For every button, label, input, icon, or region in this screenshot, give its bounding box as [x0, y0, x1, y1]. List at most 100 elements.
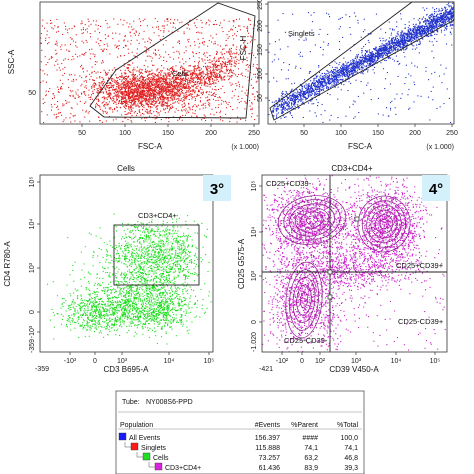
event-dot: [149, 78, 151, 80]
event-dot: [188, 84, 190, 86]
event-dot: [108, 95, 110, 97]
event-dot: [390, 48, 392, 50]
event-dot: [228, 50, 230, 52]
event-dot: [204, 83, 206, 85]
event-dot: [124, 87, 126, 89]
event-dot: [198, 94, 200, 96]
event-dot: [167, 83, 169, 85]
event-dot: [295, 98, 297, 100]
event-dot: [339, 79, 341, 81]
event-dot: [108, 69, 110, 71]
event-dot: [151, 90, 153, 92]
event-dot: [138, 99, 140, 101]
event-dot: [67, 32, 69, 34]
event-dot: [161, 65, 163, 67]
event-dot: [94, 56, 96, 58]
event-dot: [129, 109, 131, 111]
event-dot: [93, 82, 95, 84]
event-dot: [150, 82, 152, 84]
event-dot: [334, 61, 336, 63]
event-dot: [178, 40, 180, 42]
event-dot: [137, 103, 139, 105]
event-dot: [346, 70, 348, 72]
event-dot: [183, 72, 185, 74]
event-dot: [320, 83, 322, 85]
event-dot: [179, 79, 181, 81]
event-dot: [91, 86, 93, 88]
event-dot: [131, 85, 133, 87]
event-dot: [145, 68, 147, 70]
event-dot: [205, 65, 207, 67]
event-dot: [332, 81, 334, 83]
event-dot: [135, 96, 137, 98]
event-dot: [238, 86, 240, 88]
event-dot: [195, 98, 197, 100]
event-dot: [192, 85, 194, 87]
event-dot: [282, 90, 284, 92]
event-dot: [104, 71, 106, 73]
event-dot: [108, 85, 110, 87]
event-dot: [400, 40, 402, 42]
event-dot: [62, 74, 64, 76]
event-dot: [224, 53, 226, 55]
event-dot: [383, 50, 385, 52]
event-dot: [102, 61, 104, 63]
event-dot: [165, 90, 167, 92]
event-dot: [136, 84, 138, 86]
event-dot: [128, 52, 130, 54]
event-dot: [178, 57, 180, 59]
event-dot: [426, 27, 428, 29]
event-dot: [191, 81, 193, 83]
event-dot: [445, 21, 447, 23]
event-dot: [361, 64, 363, 66]
event-dot: [183, 63, 185, 65]
event-dot: [183, 67, 185, 69]
event-dot: [380, 45, 382, 47]
event-dot: [158, 91, 160, 93]
event-dot: [141, 102, 143, 104]
event-dot: [108, 87, 110, 89]
event-dot: [42, 80, 44, 82]
event-dot: [50, 19, 52, 21]
event-dot: [136, 52, 138, 54]
event-dot: [142, 95, 144, 97]
event-dot: [339, 76, 341, 78]
event-dot: [362, 67, 364, 69]
event-dot: [184, 79, 186, 81]
event-dot: [130, 88, 132, 90]
event-dot: [111, 85, 113, 87]
event-dot: [183, 33, 185, 35]
event-dot: [149, 110, 151, 112]
event-dot: [146, 94, 148, 96]
event-dot: [428, 36, 430, 38]
event-dot: [99, 77, 101, 79]
event-dot: [213, 57, 215, 59]
event-dot: [338, 79, 340, 81]
event-dot: [187, 82, 189, 84]
event-dot: [126, 67, 128, 69]
event-dot: [137, 84, 139, 86]
event-dot: [209, 105, 211, 107]
event-dot: [207, 75, 209, 77]
event-dot: [338, 72, 340, 74]
event-dot: [85, 51, 87, 53]
event-dot: [424, 31, 426, 33]
event-dot: [166, 107, 168, 109]
event-dot: [163, 101, 165, 103]
event-dot: [203, 65, 205, 67]
event-dot: [430, 30, 432, 32]
event-dot: [129, 92, 131, 94]
event-dot: [208, 94, 210, 96]
event-dot: [128, 64, 130, 66]
event-dot: [415, 24, 417, 26]
event-dot: [70, 74, 72, 76]
event-dot: [179, 95, 181, 97]
event-dot: [201, 58, 203, 60]
event-dot: [246, 89, 248, 91]
event-dot: [199, 86, 201, 88]
event-dot: [368, 63, 370, 65]
event-dot: [162, 81, 164, 83]
event-dot: [156, 117, 158, 119]
event-dot: [432, 17, 434, 19]
event-dot: [166, 86, 168, 88]
